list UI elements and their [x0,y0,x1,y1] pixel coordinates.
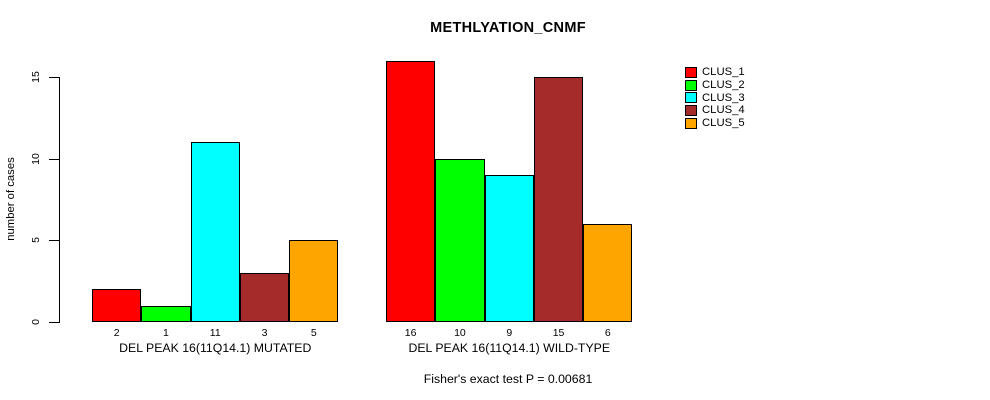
legend: CLUS_1 CLUS_2 CLUS_3 CLUS_4 CLUS_5 [685,66,745,129]
bar-value-label: 15 [552,326,565,339]
y-axis-tick-label: 15 [30,71,42,83]
y-axis-tick [49,240,59,242]
y-axis-line [58,77,60,323]
legend-swatch-clus_4 [685,104,697,116]
legend-label: CLUS_2 [702,79,745,92]
bar-clus_2 [141,305,191,322]
legend-swatch-clus_5 [685,117,697,129]
legend-row: CLUS_4 [685,104,745,117]
bar-clus_5 [289,240,339,322]
bar-clus_4 [533,77,584,322]
legend-row: CLUS_3 [685,91,745,104]
bar-value-label: 5 [310,326,317,339]
legend-swatch-clus_3 [685,92,697,104]
legend-swatch-clus_1 [685,66,697,78]
bar-clus_2 [435,158,485,322]
group-label: DEL PEAK 16(11Q14.1) WILD-TYPE [408,341,611,355]
bar-value-label: 9 [506,326,513,339]
legend-row: CLUS_2 [685,79,745,92]
bar-value-label: 6 [604,326,611,339]
bar-value-label: 16 [404,326,417,339]
legend-label: CLUS_5 [702,117,745,130]
legend-row: CLUS_5 [685,117,745,130]
bar-clus_1 [386,60,436,322]
annotation-text: Fisher's exact test P = 0.00681 [423,372,593,386]
bar-value-label: 1 [163,326,169,339]
bar-clus_5 [583,224,633,322]
legend-label: CLUS_4 [702,104,745,117]
group-label: DEL PEAK 16(11Q14.1) MUTATED [119,341,312,355]
legend-label: CLUS_3 [702,91,745,104]
y-axis-label: number of cases [5,157,17,241]
legend-swatch-clus_2 [685,79,697,91]
bar-clus_3 [484,175,534,322]
y-axis-tick-label: 0 [30,319,42,325]
legend-label: CLUS_1 [702,66,745,79]
bar-clus_3 [190,142,240,322]
y-axis-tick-label: 10 [30,152,42,165]
y-axis-tick-label: 5 [30,237,42,244]
bar-clus_4 [239,273,290,322]
y-axis-tick [49,77,59,78]
bar-clus_1 [92,289,142,322]
legend-row: CLUS_1 [685,66,745,79]
chart-title: METHLYATION_CNMF [430,20,586,36]
bar-value-label: 3 [261,326,268,339]
bar-value-label: 2 [113,326,120,339]
bar-value-label: 11 [209,326,221,339]
y-axis-tick [49,322,59,323]
y-axis-tick [49,158,59,160]
bar-value-label: 10 [454,326,466,339]
